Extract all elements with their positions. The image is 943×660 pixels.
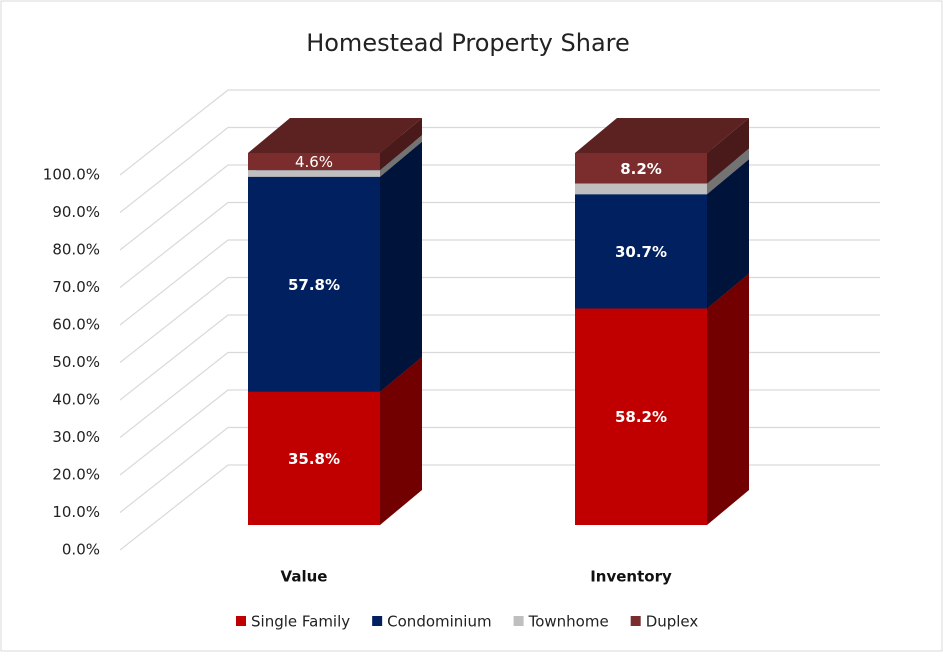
y-tick-label: 70.0% <box>52 278 100 296</box>
y-tick-label: 100.0% <box>43 166 100 184</box>
y-tick-label: 40.0% <box>52 391 100 409</box>
data-label: 4.6% <box>295 153 333 171</box>
bar-side <box>707 118 749 184</box>
data-label: 35.8% <box>288 450 340 468</box>
x-tick-label: Value <box>281 568 328 586</box>
y-tick-label: 10.0% <box>52 503 100 521</box>
data-label: 58.2% <box>615 408 667 426</box>
y-tick-label: 0.0% <box>62 541 100 559</box>
y-tick-label: 90.0% <box>52 203 100 221</box>
grid-line <box>119 89 880 176</box>
bar-front <box>248 170 380 177</box>
legend-label: Duplex <box>646 613 699 631</box>
x-tick-label: Inventory <box>590 568 672 586</box>
data-label: 57.8% <box>288 276 340 294</box>
legend-swatch <box>630 616 641 626</box>
bar-front <box>575 194 707 309</box>
bar-side <box>380 135 422 177</box>
chart-title: Homestead Property Share <box>306 29 630 57</box>
y-tick-label: 30.0% <box>52 428 100 446</box>
legend-swatch <box>513 616 524 626</box>
y-tick-label: 50.0% <box>52 353 100 371</box>
y-tick-label: 60.0% <box>52 316 100 334</box>
bar-side <box>707 148 749 195</box>
bar-front <box>575 308 707 525</box>
bar-side <box>707 273 749 525</box>
legend-label: Condominium <box>387 613 491 631</box>
data-label: 30.7% <box>615 243 667 261</box>
legend-label: Single Family <box>251 613 350 631</box>
bar-top <box>575 118 749 153</box>
bar-side <box>380 141 422 392</box>
bar-front <box>248 176 380 392</box>
bar-side <box>380 118 422 171</box>
bar-side <box>380 356 422 525</box>
bar-top <box>248 118 422 153</box>
legend-label: Townhome <box>528 613 609 631</box>
bar-front <box>248 153 380 171</box>
bar-front <box>575 153 707 184</box>
legend-swatch <box>372 616 383 626</box>
y-tick-label: 80.0% <box>52 241 100 259</box>
bar-front <box>248 391 380 525</box>
legend-swatch <box>236 616 246 626</box>
y-tick-label: 20.0% <box>52 466 100 484</box>
bar-front <box>575 183 707 195</box>
data-label: 8.2% <box>620 160 662 178</box>
bar-side <box>707 159 749 309</box>
